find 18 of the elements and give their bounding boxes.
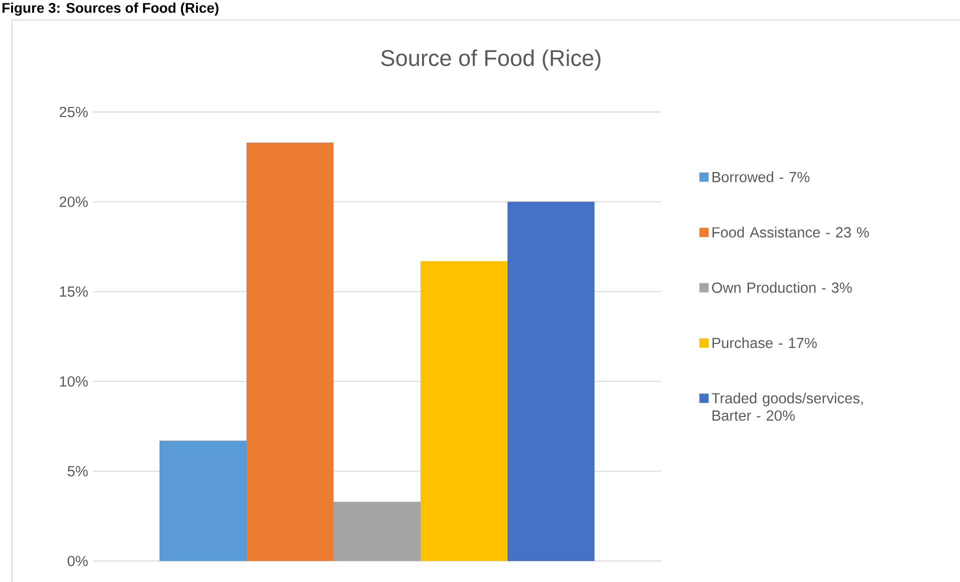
y-tick-label: 0% — [68, 556, 88, 566]
bar — [508, 202, 594, 561]
chart-title: Source of Food (Rice) — [381, 49, 600, 71]
bar — [160, 440, 246, 561]
legend-label: Purchase - 17% — [712, 337, 817, 348]
legend-label: Own Production - 3% — [712, 282, 852, 293]
legend-label: Food Assistance - 23 % — [712, 226, 869, 238]
legend-label: Traded goods/services, Barter - 20% — [712, 392, 863, 421]
legend-label: Borrowed - 7% — [712, 171, 810, 182]
y-tick-label: 5% — [68, 466, 88, 476]
y-tick-label: 25% — [60, 106, 88, 118]
caption: Figure 3: Sources of Food (Rice) — [2, 2, 218, 16]
bar — [246, 142, 334, 561]
bar — [334, 502, 421, 561]
y-tick-label: 15% — [60, 286, 88, 297]
y-tick-label: 20% — [60, 196, 88, 207]
y-tick-label: 10% — [60, 376, 88, 387]
bar — [420, 261, 508, 561]
